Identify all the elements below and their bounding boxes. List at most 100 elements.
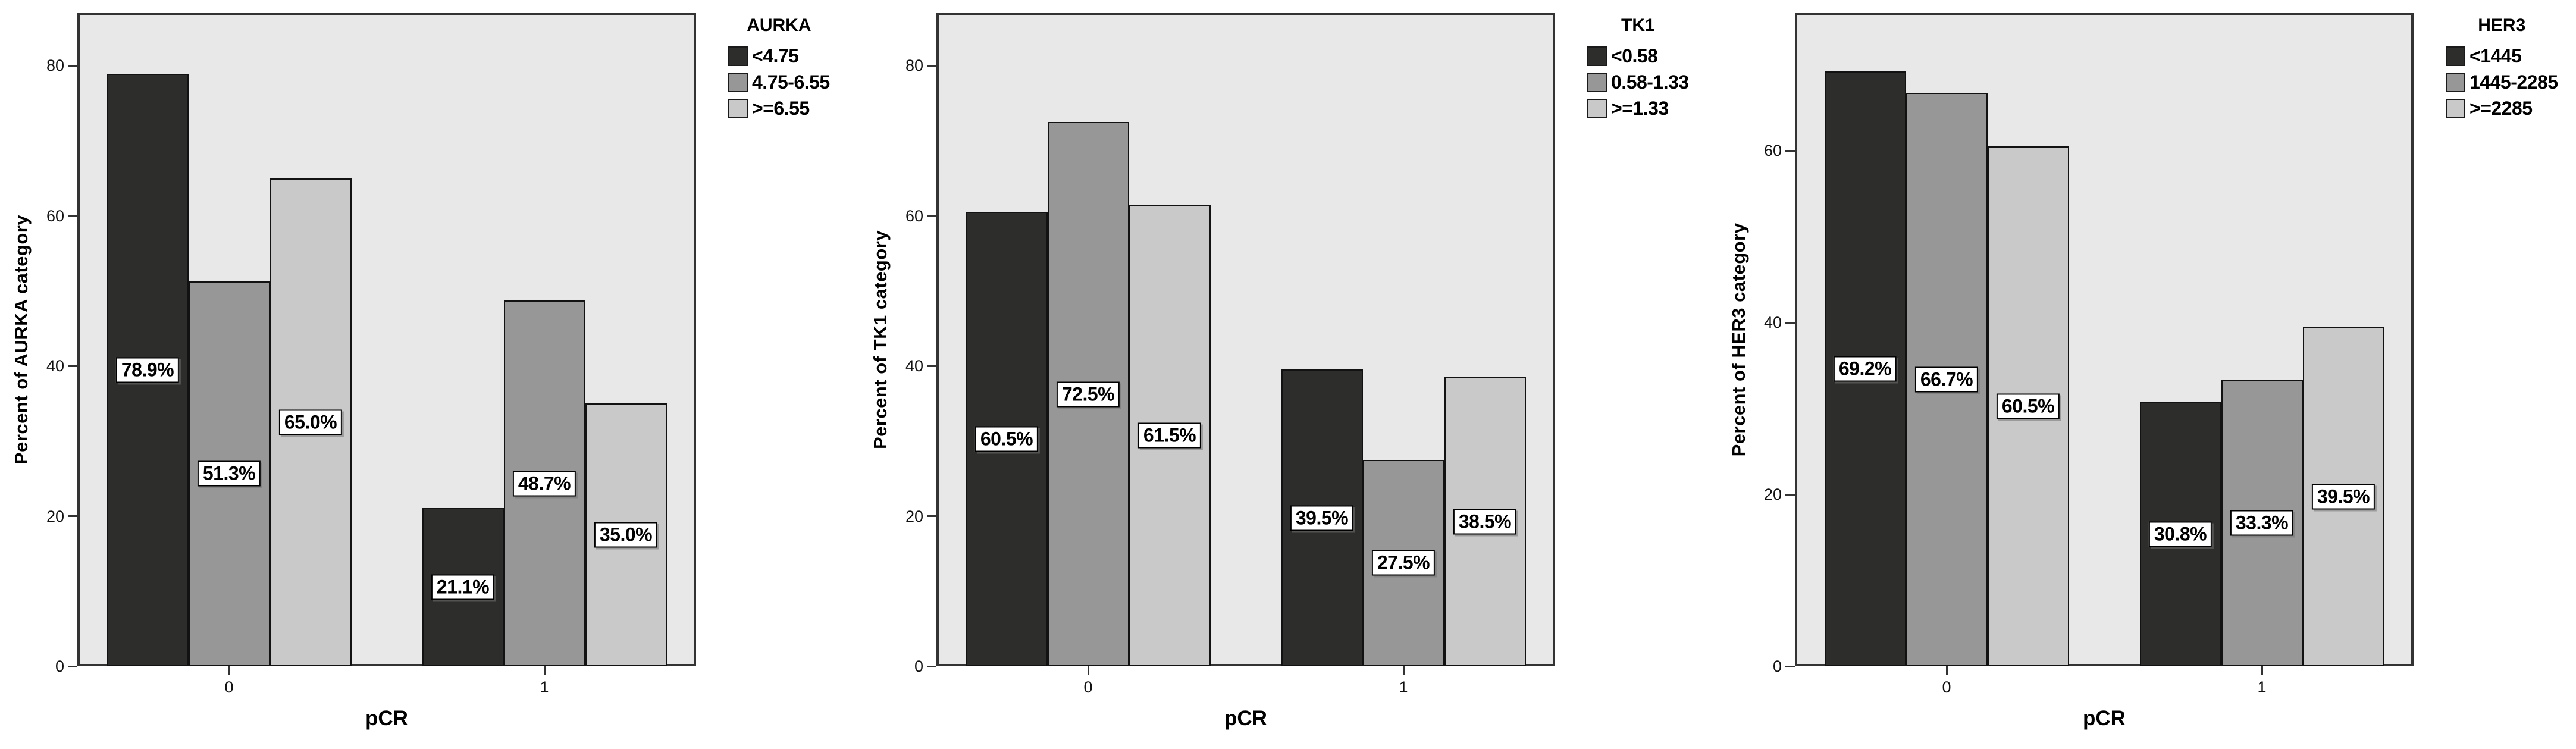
y-tick-mark: [927, 665, 936, 667]
legend-entry-label: 4.75-6.55: [752, 71, 830, 93]
legend-swatch: [2446, 46, 2465, 66]
bar-value-label: 51.3%: [197, 460, 261, 487]
legend-swatch: [2446, 73, 2465, 92]
y-tick-mark: [1785, 493, 1795, 496]
y-tick-label: 20: [46, 507, 64, 525]
bar-value-label: 65.0%: [278, 409, 343, 435]
legend-entry: >=6.55: [728, 98, 830, 120]
y-tick-mark: [1785, 321, 1795, 324]
legend-entry: <0.58: [1587, 45, 1689, 67]
x-tick-label: 1: [540, 678, 549, 696]
bar-value-label: 39.5%: [2311, 484, 2376, 510]
legend-title: AURKA: [747, 15, 811, 35]
chart-panel-tk1: Percent of TK1 category pCR TK1 <0.58 0.5…: [859, 0, 1718, 749]
legend-entry-label: >=6.55: [752, 98, 810, 119]
y-tick-label: 40: [46, 357, 64, 375]
x-axis-title: pCR: [1224, 707, 1267, 730]
y-tick-mark: [68, 215, 77, 217]
legend: AURKA <4.75 4.75-6.55 >=6.55: [728, 15, 830, 124]
y-tick-label: 60: [1763, 142, 1782, 160]
x-tick-mark: [2261, 666, 2263, 675]
legend-entry: >=1.33: [1587, 98, 1689, 120]
bar-value-label: 72.5%: [1056, 381, 1120, 407]
bar-value-label: 60.5%: [974, 426, 1039, 452]
legend-swatch: [728, 99, 748, 118]
legend: TK1 <0.58 0.58-1.33 >=1.33: [1587, 15, 1689, 124]
legend-entry: >=2285: [2446, 98, 2558, 120]
legend-swatch: [1587, 46, 1607, 66]
bar-value-label: 27.5%: [1371, 550, 1436, 576]
legend-entry: <4.75: [728, 45, 830, 67]
legend-entry: <1445: [2446, 45, 2558, 67]
y-tick-label: 20: [905, 507, 923, 525]
y-axis-title: Percent of AURKA category: [11, 214, 32, 465]
y-tick-mark: [68, 515, 77, 518]
legend-entry-label: 1445-2285: [2470, 71, 2558, 93]
legend-entries: <4.75 4.75-6.55 >=6.55: [728, 45, 830, 120]
x-tick-mark: [1402, 666, 1405, 675]
y-tick-label: 60: [46, 206, 64, 225]
x-tick-label: 0: [224, 678, 234, 696]
legend-entry: 4.75-6.55: [728, 71, 830, 93]
x-tick-mark: [543, 666, 546, 675]
y-tick-mark: [68, 665, 77, 667]
legend-swatch: [1587, 73, 1607, 92]
y-tick-mark: [927, 515, 936, 518]
legend-entry-label: <1445: [2470, 45, 2522, 67]
x-tick-label: 1: [2257, 678, 2267, 696]
legend-entry-label: 0.58-1.33: [1611, 71, 1689, 93]
y-tick-mark: [1785, 665, 1795, 667]
x-tick-mark: [1945, 666, 1948, 675]
chart-panel-aurka: Percent of AURKA category pCR AURKA <4.7…: [0, 0, 858, 749]
y-tick-label: 0: [55, 657, 64, 675]
y-tick-label: 0: [914, 657, 923, 675]
x-tick-label: 0: [1942, 678, 1951, 696]
legend: HER3 <1445 1445-2285 >=2285: [2446, 15, 2558, 124]
y-tick-label: 40: [1763, 314, 1782, 332]
legend-entries: <0.58 0.58-1.33 >=1.33: [1587, 45, 1689, 120]
bar-value-label: 21.1%: [431, 574, 495, 600]
x-axis-title: pCR: [365, 707, 408, 730]
legend-entry-label: <4.75: [752, 45, 799, 67]
legend-entry: 0.58-1.33: [1587, 71, 1689, 93]
legend-swatch: [728, 46, 748, 66]
y-tick-mark: [927, 64, 936, 67]
legend-swatch: [1587, 99, 1607, 118]
legend-swatch: [728, 73, 748, 92]
bar-value-label: 60.5%: [1996, 393, 2060, 419]
x-tick-mark: [228, 666, 230, 675]
y-tick-mark: [1785, 149, 1795, 152]
legend-entries: <1445 1445-2285 >=2285: [2446, 45, 2558, 120]
chart-panel-her3: Percent of HER3 category pCR HER3 <1445 1…: [1718, 0, 2576, 749]
x-tick-label: 0: [1083, 678, 1093, 696]
bar-value-label: 38.5%: [1453, 509, 1517, 535]
bar-value-label: 48.7%: [512, 471, 576, 497]
bar-value-label: 69.2%: [1833, 356, 1897, 382]
y-tick-label: 20: [1763, 485, 1782, 504]
legend-title: HER3: [2478, 15, 2526, 35]
legend-title: TK1: [1621, 15, 1655, 35]
y-axis-title: Percent of TK1 category: [870, 230, 891, 450]
y-tick-label: 80: [905, 57, 923, 75]
x-tick-label: 1: [1399, 678, 1408, 696]
bar-value-label: 61.5%: [1137, 422, 1202, 449]
legend-entry-label: >=2285: [2470, 98, 2533, 119]
y-tick-mark: [68, 64, 77, 67]
y-axis-title: Percent of HER3 category: [1728, 222, 1749, 457]
bar-value-label: 39.5%: [1290, 505, 1354, 531]
bar-value-label: 66.7%: [1914, 366, 1979, 393]
bar-value-label: 78.9%: [115, 357, 180, 383]
legend-entry-label: >=1.33: [1611, 98, 1669, 119]
legend-entry-label: <0.58: [1611, 45, 1658, 67]
bar-value-label: 30.8%: [2148, 521, 2213, 547]
y-tick-label: 0: [1772, 657, 1782, 675]
x-axis-title: pCR: [2083, 707, 2126, 730]
y-tick-label: 60: [905, 206, 923, 225]
y-tick-label: 40: [905, 357, 923, 375]
bar-value-label: 33.3%: [2230, 510, 2294, 536]
y-tick-mark: [927, 365, 936, 367]
y-tick-mark: [68, 365, 77, 367]
y-tick-label: 80: [46, 57, 64, 75]
legend-swatch: [2446, 99, 2465, 118]
bar-value-label: 35.0%: [594, 522, 658, 548]
